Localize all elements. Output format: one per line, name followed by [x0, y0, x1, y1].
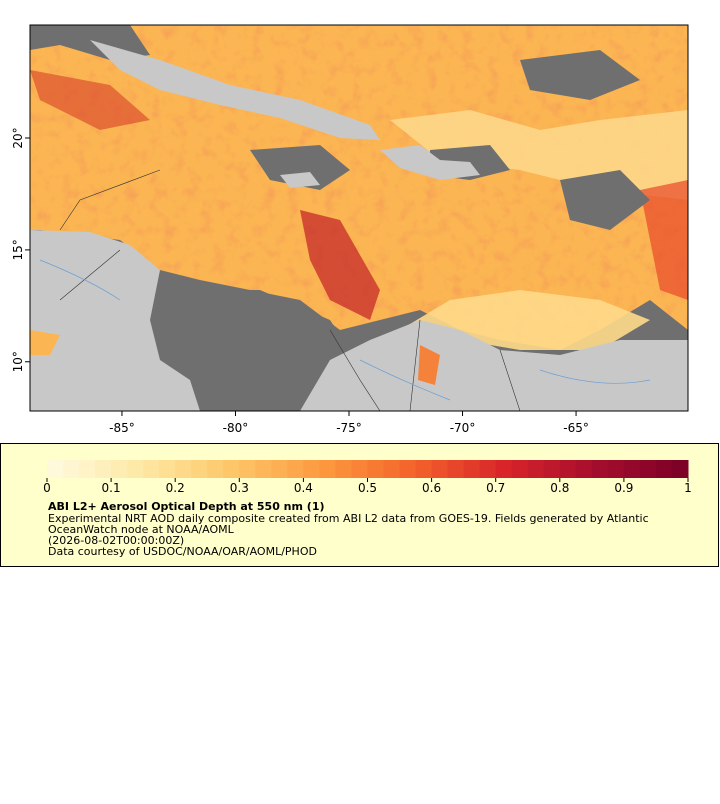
colorbar-step — [495, 460, 513, 478]
colorbar-tick-label: 1 — [684, 481, 692, 495]
land-central-america — [30, 230, 200, 411]
colorbar-step — [111, 460, 128, 478]
colorbar-step — [543, 460, 561, 478]
legend-line: (2026-08-02T00:00:00Z) — [48, 534, 184, 547]
colorbar-step — [271, 460, 288, 478]
colorbar-step — [607, 460, 625, 478]
colorbar-step — [143, 460, 160, 478]
rivers — [39, 259, 651, 401]
colorbar-tick-label: 0.1 — [102, 481, 121, 495]
lon-tick-label: -85° — [109, 421, 135, 435]
colorbar-tick-label: 0.2 — [166, 481, 185, 495]
colorbar-tick-label: 0 — [43, 481, 51, 495]
colorbar-step — [639, 460, 657, 478]
no-data — [160, 290, 350, 411]
colorbar-step — [511, 460, 529, 478]
colorbar-step — [367, 460, 385, 478]
colorbar-step — [191, 460, 208, 478]
legend-line: Data courtesy of USDOC/NOAA/OAR/AOML/PHO… — [48, 545, 317, 558]
colorbar-step — [335, 460, 352, 478]
colorbar-step — [399, 460, 417, 478]
colorbar-step — [415, 460, 433, 478]
aod-high — [640, 180, 688, 300]
colorbar-tick-label: 0.9 — [614, 481, 633, 495]
colorbar-tick-label: 0.4 — [294, 481, 313, 495]
land-cuba — [90, 40, 380, 140]
map — [30, 25, 688, 411]
legend-line: OceanWatch node at NOAA/AOML — [48, 523, 235, 536]
map-frame — [29, 24, 689, 412]
lat-tick-label: 15° — [11, 239, 25, 260]
lon-tick-label: -65° — [563, 421, 589, 435]
aod-high — [300, 210, 380, 320]
colorbar-tick-label: 0.7 — [486, 481, 505, 495]
colorbar-step — [319, 460, 336, 478]
colorbar-step — [479, 460, 497, 478]
colorbar-step — [527, 460, 545, 478]
aod-high — [30, 70, 150, 130]
aod-field — [418, 345, 440, 385]
land-hispaniola — [380, 145, 480, 180]
colorbar-tick-label: 0.8 — [550, 481, 569, 495]
legend-line: Experimental NRT AOD daily composite cre… — [48, 512, 649, 525]
colorbar-tick-label: 0.3 — [230, 481, 249, 495]
colorbar-step — [255, 460, 272, 478]
colorbar-step — [159, 460, 176, 478]
land-jamaica — [280, 172, 320, 188]
colorbar-step — [95, 460, 112, 478]
land-south-america — [300, 320, 688, 411]
colorbar-step — [63, 460, 80, 478]
lat-tick-label: 20° — [11, 127, 25, 148]
colorbar-step — [655, 460, 673, 478]
aod-field — [30, 330, 60, 355]
colorbar-step — [623, 460, 641, 478]
legend-title: ABI L2+ Aerosol Optical Depth at 550 nm … — [48, 500, 325, 513]
lon-tick-label: -80° — [223, 421, 249, 435]
colorbar-step — [575, 460, 593, 478]
lon-tick-label: -75° — [336, 421, 362, 435]
colorbar-step — [591, 460, 609, 478]
lat-tick-label: 10° — [11, 351, 25, 372]
colorbar-step — [351, 460, 368, 478]
colorbar-tick-label: 0.5 — [358, 481, 377, 495]
colorbar-step — [207, 460, 224, 478]
colorbar-step — [559, 460, 577, 478]
colorbar-step — [287, 460, 304, 478]
borders — [59, 169, 521, 411]
colorbar-tick-label: 0.6 — [422, 481, 441, 495]
aod-texture — [30, 25, 688, 350]
no-data — [520, 50, 640, 100]
colorbar-step — [303, 460, 320, 478]
colorbar-step — [79, 460, 96, 478]
no-data — [560, 170, 650, 230]
lon-tick-label: -70° — [450, 421, 476, 435]
colorbar-step — [127, 460, 144, 478]
no-data — [250, 145, 350, 190]
colorbar-step — [463, 460, 481, 478]
colorbar-step — [175, 460, 192, 478]
colorbar-step — [431, 460, 449, 478]
colorbar-step — [47, 460, 64, 478]
colorbar-step — [447, 460, 465, 478]
colorbar-step — [239, 460, 256, 478]
colorbar-step — [383, 460, 401, 478]
colorbar-step — [223, 460, 240, 478]
colorbar-step — [671, 460, 689, 478]
